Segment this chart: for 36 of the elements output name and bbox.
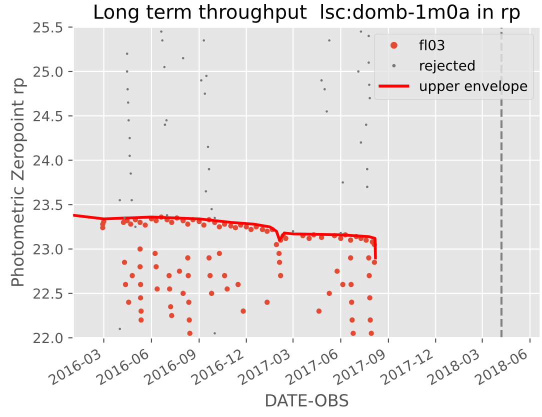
point bbox=[328, 39, 331, 42]
chart-title: Long term throughput lsc:domb-1m0a in rp bbox=[94, 4, 520, 23]
point bbox=[210, 208, 213, 210]
point bbox=[126, 101, 130, 104]
point bbox=[128, 154, 131, 158]
y-tick-label: 25.0 bbox=[34, 66, 63, 77]
y-tick-label: 23.5 bbox=[34, 200, 62, 210]
y-axis-title: Photometric Zeropoint rp bbox=[10, 78, 27, 286]
x-axis-title: DATE-OBS bbox=[266, 394, 348, 407]
y-tick-label: 25.5 bbox=[34, 22, 62, 33]
point bbox=[128, 136, 131, 140]
y-tick-label: 24.0 bbox=[34, 155, 63, 166]
point bbox=[357, 70, 360, 73]
point bbox=[208, 168, 210, 170]
y-tick-label: 22.5 bbox=[34, 288, 62, 299]
point bbox=[202, 39, 206, 42]
point bbox=[320, 79, 323, 82]
point bbox=[204, 92, 206, 95]
y-tick-label: 23.0 bbox=[34, 244, 63, 254]
legend-label: rejected bbox=[420, 60, 474, 74]
point bbox=[160, 30, 163, 33]
y-tick-label: 24.5 bbox=[34, 110, 62, 122]
point bbox=[118, 328, 122, 330]
point bbox=[161, 39, 164, 42]
point bbox=[118, 198, 122, 202]
point bbox=[366, 168, 368, 170]
point bbox=[366, 186, 368, 188]
line-series bbox=[73, 214, 377, 260]
point bbox=[342, 181, 344, 184]
legend-label: fl03 bbox=[419, 40, 444, 50]
y-tick-label: 22.0 bbox=[34, 332, 63, 344]
point bbox=[134, 226, 137, 228]
legend-label: upper envelope bbox=[420, 80, 528, 94]
point bbox=[204, 190, 208, 193]
point bbox=[127, 119, 130, 122]
point bbox=[182, 56, 184, 60]
